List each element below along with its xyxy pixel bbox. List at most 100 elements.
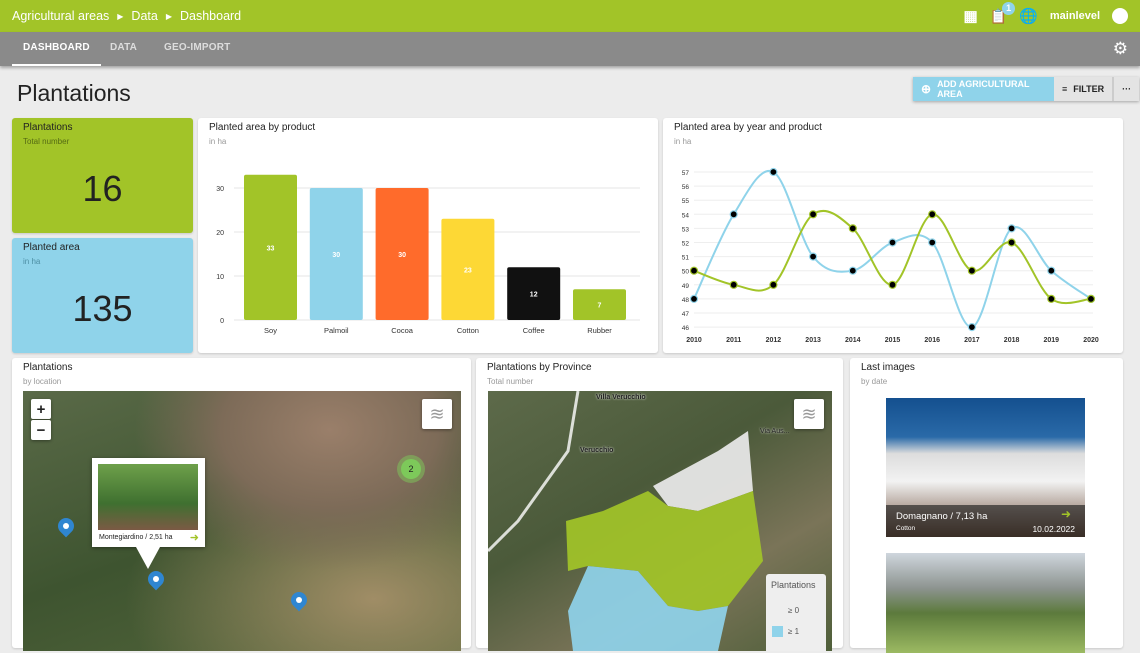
account-icon[interactable] xyxy=(1112,8,1128,24)
chevron-right-icon: ▶ xyxy=(165,11,172,21)
y-tick-label: 53 xyxy=(682,226,690,233)
legend-item: ≥ 1 xyxy=(788,627,800,636)
bar-palmoil xyxy=(309,188,363,320)
username[interactable]: mainlevel xyxy=(1049,10,1100,22)
popup-tail xyxy=(136,547,160,569)
x-tick-label: 2010 xyxy=(686,337,702,344)
data-point xyxy=(848,266,857,275)
more-button[interactable]: ··· xyxy=(1114,77,1140,101)
image-tile[interactable]: Domagnano / 7,13 ha Cotton 10.02.2022 ➜ xyxy=(886,398,1085,537)
apps-grid-icon[interactable]: ▦ xyxy=(963,8,978,25)
x-tick-label: 2011 xyxy=(726,337,741,344)
clipboard-icon[interactable]: 📋 1 xyxy=(990,1,1016,25)
kpi-subtitle: in ha xyxy=(23,257,41,266)
kpi-subtitle: Total number xyxy=(23,137,70,146)
data-point xyxy=(1007,238,1016,247)
image-tile[interactable] xyxy=(886,553,1085,653)
card-title: Plantations by Province xyxy=(487,362,592,373)
x-tick-label: Cotton xyxy=(457,326,479,335)
layers-icon[interactable]: ≋ xyxy=(422,399,452,429)
data-point xyxy=(769,280,778,289)
map-popup[interactable]: Montegiardino / 2,51 ha ➜ xyxy=(92,458,205,569)
map-label: Via Aus... xyxy=(760,428,790,435)
breadcrumb-agricultural-areas[interactable]: Agricultural areas xyxy=(12,9,110,23)
map-satellite[interactable]: + − ≋ 2 Montegiardino / 2,51 ha ➜ xyxy=(23,391,461,651)
tab-geo-import[interactable]: GEO-IMPORT xyxy=(164,42,231,53)
y-tick-label: 48 xyxy=(682,297,690,304)
province-blue xyxy=(568,566,728,651)
data-point xyxy=(1007,224,1016,233)
zoom-in-button[interactable]: + xyxy=(31,399,51,419)
tab-data[interactable]: DATA xyxy=(110,42,138,53)
chart-title: Planted area by product xyxy=(209,122,316,133)
chart-subtitle: in ha xyxy=(674,137,692,146)
page-title: Plantations xyxy=(17,80,131,106)
y-tick-label: 46 xyxy=(682,325,690,332)
x-tick-label: 2014 xyxy=(845,337,861,344)
globe-icon[interactable]: 🌐 xyxy=(1019,8,1038,25)
card-subtitle: by location xyxy=(23,377,62,386)
province-green xyxy=(566,491,763,611)
tab-dashboard[interactable]: DASHBOARD xyxy=(12,32,101,66)
kpi-title: Planted area xyxy=(23,242,80,253)
card-title: Plantations xyxy=(23,362,73,373)
map-province-card: Plantations by Province Total number Vil… xyxy=(476,358,843,651)
chart-title: Planted area by year and product xyxy=(674,122,822,133)
data-point xyxy=(729,280,738,289)
layers-icon[interactable]: ≋ xyxy=(794,399,824,429)
arrow-right-icon[interactable]: ➜ xyxy=(1060,507,1071,521)
y-tick-label: 56 xyxy=(682,184,690,191)
settings-gear-icon[interactable]: ⚙ xyxy=(1112,39,1128,58)
zoom-out-button[interactable]: − xyxy=(31,420,51,440)
map-label: Verucchio xyxy=(580,447,614,454)
map-plantations-card: Plantations by location + − ≋ 2 Montegia… xyxy=(12,358,471,651)
y-tick-label: 57 xyxy=(682,170,690,177)
x-tick-label: 2012 xyxy=(766,337,782,344)
image-caption-bar: Domagnano / 7,13 ha Cotton 10.02.2022 ➜ xyxy=(886,505,1085,537)
arrow-right-icon[interactable]: ➜ xyxy=(189,532,199,544)
notification-badge: 1 xyxy=(1002,1,1016,15)
bar-value-label: 23 xyxy=(464,267,472,274)
top-bar: Agricultural areas ▶ Data ▶ Dashboard ▦ 📋 1… xyxy=(0,0,1140,32)
y-tick-label: 10 xyxy=(216,274,224,281)
x-tick-label: 2013 xyxy=(805,337,821,344)
x-tick-label: Coffee xyxy=(523,326,545,335)
x-tick-label: 2017 xyxy=(964,337,980,344)
data-point xyxy=(689,294,699,303)
bar-soy xyxy=(244,174,297,320)
x-tick-label: 2019 xyxy=(1044,337,1060,344)
y-tick-label: 49 xyxy=(682,283,690,290)
breadcrumb-data[interactable]: Data xyxy=(131,9,158,23)
x-tick-label: 2015 xyxy=(885,337,901,344)
bar-value-label: 30 xyxy=(398,252,406,259)
x-tick-label: 2016 xyxy=(924,337,940,344)
bar-value-label: 30 xyxy=(332,252,340,259)
legend-item: ≥ 0 xyxy=(788,606,800,615)
filter-button[interactable]: ≡ FILTER xyxy=(1054,77,1115,101)
map-choropleth[interactable]: Villa Verucchio Verucchio Via Aus... ≋ P… xyxy=(488,391,832,651)
kpi-planted-area: Planted area in ha 135 xyxy=(12,238,193,353)
kpi-value: 135 xyxy=(72,288,133,329)
data-point xyxy=(928,210,937,219)
tab-bar: DASHBOARD DATA GEO-IMPORT ⚙ xyxy=(0,32,1140,66)
marker-cluster[interactable]: 2 xyxy=(401,459,421,479)
x-tick-label: Palmoil xyxy=(324,326,349,335)
y-tick-label: 30 xyxy=(216,186,224,193)
bar-value-label: 7 xyxy=(598,303,602,310)
card-title: Last images xyxy=(861,362,915,373)
data-point xyxy=(769,167,778,177)
chart-subtitle: in ha xyxy=(209,137,227,146)
map-pin-icon[interactable] xyxy=(144,567,168,591)
kpi-plantations: Plantations Total number 16 xyxy=(12,118,193,233)
y-tick-label: 20 xyxy=(216,230,224,237)
line-chart-card: Planted area by year and product in ha 4… xyxy=(663,118,1123,353)
map-pin-icon[interactable] xyxy=(287,588,311,612)
breadcrumb-dashboard[interactable]: Dashboard xyxy=(179,9,242,23)
map-pin-icon[interactable] xyxy=(54,514,78,538)
data-point xyxy=(809,252,818,261)
chevron-right-icon: ▶ xyxy=(117,11,124,21)
add-agricultural-area-button[interactable]: ⊕ ADD AGRICULTURAL AREA xyxy=(913,77,1054,101)
data-point xyxy=(809,210,818,219)
line-chart: 46 47 48 49 50 51 52 53 54 55 56 57 2010 2011 2012 2013… xyxy=(682,167,1099,344)
bar-cocoa xyxy=(375,188,429,320)
